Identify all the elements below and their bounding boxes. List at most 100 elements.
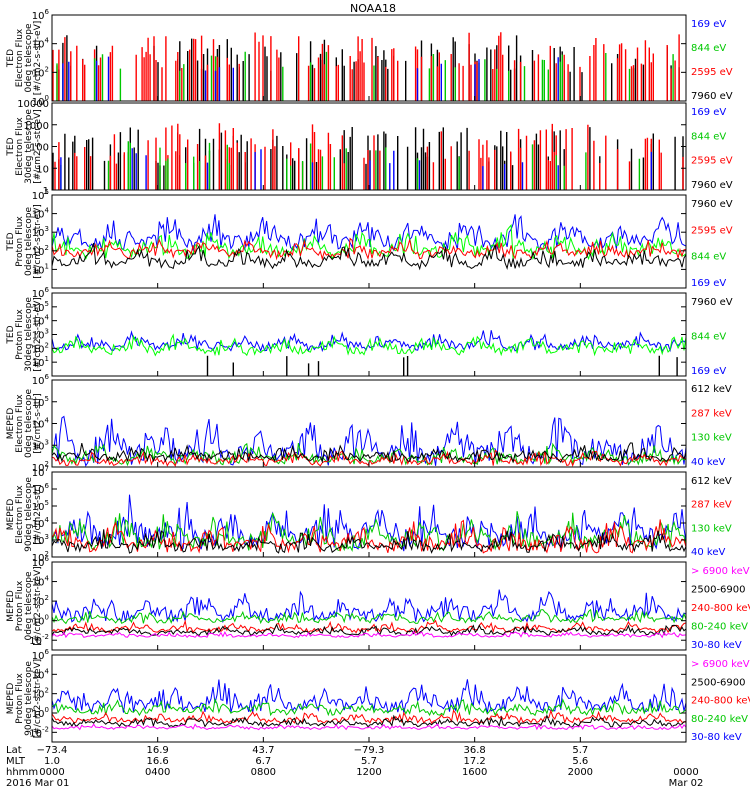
- legend-label: 612 keV: [691, 384, 732, 395]
- y-tick-label: 105: [32, 188, 49, 202]
- y-tick-exponent: 2: [45, 594, 49, 602]
- y-tick-exponent: 3: [45, 328, 49, 336]
- y-axis-label-line: 0deg telescope: [24, 389, 34, 459]
- y-tick-exponent: 5: [45, 499, 49, 507]
- legend-label: 7960 eV: [691, 180, 733, 191]
- legend-label: 169 eV: [691, 366, 726, 377]
- y-tick-label: 100: [30, 143, 49, 154]
- y-tick-exponent: 6: [45, 373, 50, 381]
- y-tick-label: 1000: [24, 121, 49, 132]
- y-tick-label: 106: [32, 8, 50, 22]
- legend-label: 844 eV: [691, 131, 726, 142]
- legend-label: 2500-6900: [691, 585, 746, 596]
- legend-label: 7960 eV: [691, 91, 733, 102]
- x-row-label: 2016: [6, 778, 31, 789]
- y-axis-label-line: TED: [6, 137, 16, 156]
- y-axis-label-line: 0deg telescope: [24, 207, 34, 277]
- series-5-4: [51, 442, 687, 464]
- y-axis-label-line: 30deg telescope: [24, 297, 34, 372]
- y-axis-label-line: [#/cm2-s-str-eV]: [33, 297, 43, 372]
- y-axis-label-line: 30deg telescope: [24, 109, 34, 184]
- series-3-4: [51, 242, 687, 271]
- series-8-2: [51, 697, 687, 717]
- y-tick-exponent: 4: [45, 417, 50, 425]
- legend-label: 7960 eV: [691, 297, 733, 308]
- y-axis-label: MEPEDProton Flux0deg telescope[#/cm2-s-s…: [6, 566, 43, 645]
- y-axis-label-line: [#/cm2-s-str-eV]: [33, 204, 43, 279]
- y-axis-label: TEDProton Flux0deg telescope[#/cm2-s-str…: [6, 204, 43, 279]
- y-tick-exponent: -2: [42, 725, 49, 733]
- y-tick-label: 106: [32, 373, 50, 387]
- series-1-2: [52, 32, 680, 101]
- x-tick-label: −79.3: [354, 745, 385, 756]
- y-tick-exponent: 2: [45, 244, 49, 252]
- y-tick-exponent: 3: [45, 225, 49, 233]
- y-tick-exponent: 4: [45, 575, 50, 583]
- legend-label: 2500-6900: [691, 677, 746, 688]
- x-row-label: Lat: [6, 745, 22, 756]
- y-tick-exponent: 4: [45, 37, 50, 45]
- y-tick-exponent: 1: [45, 355, 49, 363]
- y-axis-label-line: TED: [6, 232, 16, 251]
- y-tick-exponent: 5: [45, 300, 49, 308]
- y-axis-label-line: MEPED: [6, 408, 16, 440]
- y-tick-exponent: 6: [45, 555, 50, 563]
- y-tick-exponent: 4: [45, 314, 50, 322]
- y-tick-exponent: 5: [45, 188, 49, 196]
- y-axis-label: MEPEDElectron Flux0deg telescope[#/cm2-s…: [6, 389, 43, 459]
- y-axis-label-line: TED: [6, 325, 16, 344]
- y-axis-label-line: 90deg telescope: [24, 477, 34, 552]
- panel-frame: [51, 194, 687, 289]
- legend-label: 30-80 keV: [691, 732, 742, 743]
- series-4-2: [51, 333, 687, 357]
- panel-frame: [51, 14, 687, 102]
- x-tick-label: 6.7: [255, 756, 271, 767]
- y-tick-exponent: 3: [45, 438, 49, 446]
- legend-label: 40 keV: [691, 457, 725, 468]
- y-axis-label-line: Proton Flux: [15, 580, 25, 631]
- legend-label: 130 keV: [691, 523, 732, 534]
- x-tick-label: 16.6: [147, 756, 169, 767]
- y-tick-exponent: 6: [45, 482, 50, 490]
- y-axis-label-line: [#/cm2-s-str-eV]: [33, 21, 43, 96]
- y-axis-label-line: Electron Flux: [15, 117, 25, 176]
- y-axis-label: TEDElectron Flux0deg telescope[#/cm2-s-s…: [6, 21, 43, 96]
- series-4-1: [51, 330, 687, 353]
- y-axis-label-line: [#/cm2-s-str-keV]: [33, 659, 43, 738]
- y-tick-exponent: 0: [45, 614, 49, 622]
- panel-frame: [51, 654, 687, 743]
- x-tick-label: 36.8: [464, 745, 486, 756]
- y-axis-label-line: 0deg telescope: [24, 23, 34, 93]
- series-8-1: [51, 679, 687, 713]
- panel-frame: [51, 379, 687, 468]
- legend-label: 844 eV: [691, 332, 726, 343]
- series-1-1: [58, 35, 680, 101]
- y-axis-label: TEDElectron Flux30deg telescope[#/cm2-s-…: [6, 109, 43, 184]
- y-axis-label: MEPEDProton Flux90deg telescope[#/cm2-s-…: [6, 659, 43, 738]
- series-4-3: [206, 355, 678, 376]
- series-6-4: [51, 529, 687, 554]
- legend-label: > 6900 keV: [691, 566, 750, 577]
- y-tick-exponent: 4: [45, 667, 50, 675]
- legend-label: 80-240 keV: [691, 622, 748, 633]
- series-3-3: [51, 237, 687, 261]
- series-7-2: [51, 608, 687, 625]
- y-tick-exponent: 2: [45, 460, 49, 468]
- y-tick-label: 107: [32, 465, 49, 479]
- legend-label: 2595 eV: [691, 225, 733, 236]
- y-axis-label-line: MEPED: [6, 683, 16, 715]
- y-axis-label-line: MEPED: [6, 499, 16, 531]
- panel-frame: [51, 102, 687, 191]
- y-tick-exponent: 2: [45, 65, 49, 73]
- legend-label: 169 eV: [691, 107, 726, 118]
- y-tick-exponent: 2: [45, 550, 49, 558]
- x-row-label: hhmm: [6, 767, 38, 778]
